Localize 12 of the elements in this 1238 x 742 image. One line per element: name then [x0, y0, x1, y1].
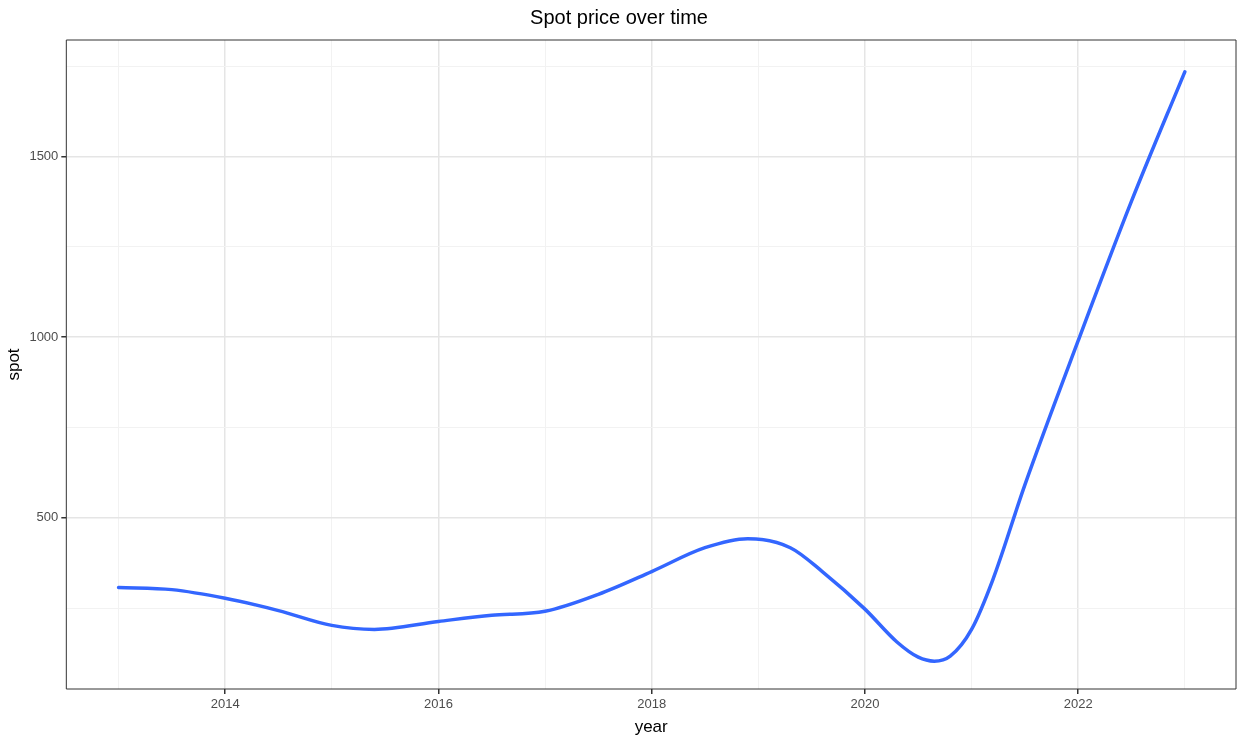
- x-axis-title: year: [634, 717, 669, 737]
- y-tick-label: 500: [36, 509, 59, 525]
- x-tick-label: 2018: [637, 696, 667, 712]
- line-series: [116, 70, 1187, 663]
- x-tick-label: 2020: [850, 696, 880, 712]
- x-tick-label: 2016: [423, 696, 453, 712]
- y-tick-label: 1000: [29, 328, 59, 344]
- x-tick-label: 2014: [210, 696, 240, 712]
- y-tick-label: 1500: [29, 147, 59, 163]
- chart-title: Spot price over time: [530, 5, 708, 28]
- y-axis-title: spot: [3, 348, 23, 381]
- x-tick-label: 2022: [1063, 696, 1093, 712]
